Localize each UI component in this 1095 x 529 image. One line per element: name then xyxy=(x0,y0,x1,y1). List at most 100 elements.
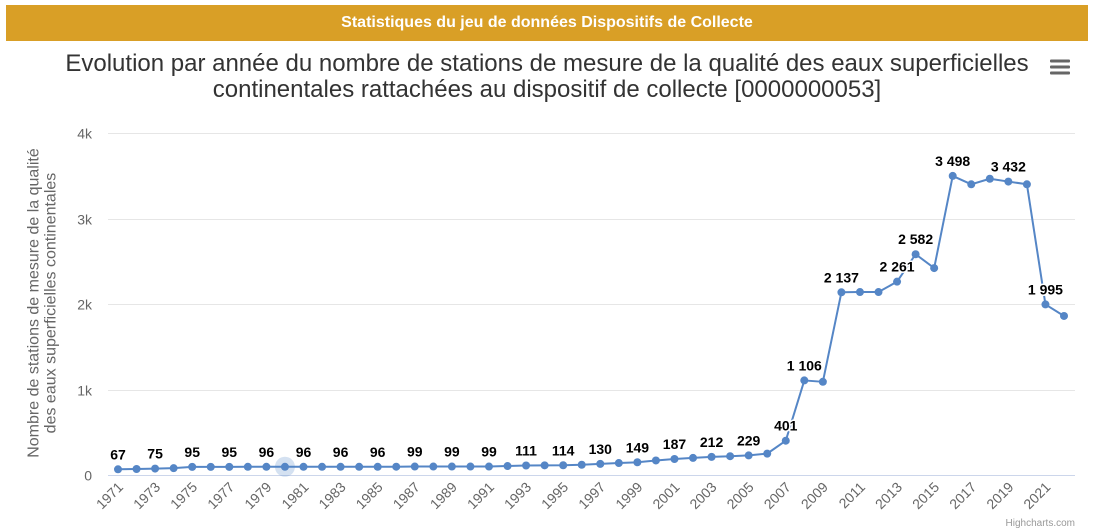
x-tick-label: 1987 xyxy=(390,479,423,512)
y-tick-label: 2k xyxy=(77,297,93,313)
data-label: 99 xyxy=(481,444,497,460)
data-label: 75 xyxy=(147,446,163,462)
x-tick-label: 2021 xyxy=(1020,479,1053,512)
x-tick-label: 1995 xyxy=(538,479,571,512)
data-point[interactable] xyxy=(948,171,957,180)
x-tick-label: 1975 xyxy=(167,479,200,512)
data-label: 99 xyxy=(407,444,423,460)
x-tick-label: 2005 xyxy=(723,479,756,512)
data-point[interactable] xyxy=(651,456,660,465)
data-point[interactable] xyxy=(466,462,475,471)
data-point[interactable] xyxy=(689,453,698,462)
data-point[interactable] xyxy=(243,462,252,471)
data-point[interactable] xyxy=(707,452,716,461)
data-point[interactable] xyxy=(373,462,382,471)
y-tick-label: 1k xyxy=(77,383,93,399)
data-point[interactable] xyxy=(355,462,364,471)
x-tick-label: 2013 xyxy=(872,479,905,512)
y-tick-label: 4k xyxy=(77,126,93,142)
data-label: 149 xyxy=(626,439,650,455)
data-point[interactable] xyxy=(392,462,401,471)
data-label: 229 xyxy=(737,432,761,448)
x-tick-label: 1991 xyxy=(464,479,497,512)
x-tick-label: 2007 xyxy=(761,479,794,512)
data-point[interactable] xyxy=(837,288,846,297)
x-tick-label: 1971 xyxy=(93,479,126,512)
data-point[interactable] xyxy=(336,462,345,471)
x-tick-label: 1997 xyxy=(575,479,608,512)
data-point[interactable] xyxy=(744,451,753,460)
data-label: 95 xyxy=(222,444,238,460)
data-point[interactable] xyxy=(447,462,456,471)
data-point[interactable] xyxy=(114,465,122,474)
y-tick-label: 3k xyxy=(77,212,93,228)
data-point[interactable] xyxy=(596,459,605,468)
data-point[interactable] xyxy=(633,458,642,467)
x-tick-label: 2015 xyxy=(909,479,942,512)
data-point[interactable] xyxy=(1041,300,1050,309)
data-point[interactable] xyxy=(429,462,438,471)
data-point[interactable] xyxy=(985,174,994,183)
data-point[interactable] xyxy=(206,462,215,471)
data-point[interactable] xyxy=(280,462,289,471)
data-point[interactable] xyxy=(503,462,512,471)
x-tick-label: 1985 xyxy=(352,479,385,512)
data-point[interactable] xyxy=(132,465,141,474)
data-point[interactable] xyxy=(559,461,568,470)
x-tick-label: 2003 xyxy=(686,479,719,512)
x-tick-label: 1981 xyxy=(278,479,311,512)
data-point[interactable] xyxy=(818,377,827,386)
data-label: 99 xyxy=(444,444,460,460)
data-label: 2 582 xyxy=(898,231,933,247)
data-label: 1 995 xyxy=(1028,281,1063,297)
data-point[interactable] xyxy=(484,462,493,471)
data-label: 130 xyxy=(589,441,613,457)
data-point[interactable] xyxy=(763,449,772,458)
x-tick-label: 2001 xyxy=(649,479,682,512)
highcharts-credits-link[interactable]: Highcharts.com xyxy=(1006,518,1075,529)
x-tick-label: 1993 xyxy=(501,479,534,512)
data-point[interactable] xyxy=(614,459,623,468)
data-point[interactable] xyxy=(670,455,679,464)
x-tick-label: 1989 xyxy=(427,479,460,512)
y-tick-label: 0 xyxy=(84,468,92,484)
data-point[interactable] xyxy=(726,452,735,461)
data-label: 1 106 xyxy=(787,357,822,373)
data-point[interactable] xyxy=(1060,311,1068,320)
x-tick-label: 2011 xyxy=(835,479,868,512)
x-tick-label: 2019 xyxy=(983,479,1016,512)
data-point[interactable] xyxy=(410,462,419,471)
header-title: Statistiques du jeu de données Dispositi… xyxy=(341,14,753,31)
data-point[interactable] xyxy=(540,461,549,470)
data-point[interactable] xyxy=(318,462,327,471)
data-label: 2 261 xyxy=(880,259,915,275)
data-point[interactable] xyxy=(781,436,790,445)
data-label: 96 xyxy=(370,444,386,460)
data-point[interactable] xyxy=(188,462,197,471)
data-point[interactable] xyxy=(911,250,920,259)
data-point[interactable] xyxy=(967,180,976,189)
data-point[interactable] xyxy=(577,460,586,469)
chart-title: Evolution par année du nombre de station… xyxy=(65,50,1029,103)
data-point[interactable] xyxy=(893,277,902,286)
data-point[interactable] xyxy=(855,288,864,297)
data-point[interactable] xyxy=(874,288,883,297)
data-label: 96 xyxy=(333,444,349,460)
data-label: 96 xyxy=(296,444,312,460)
data-point[interactable] xyxy=(225,462,234,471)
y-gridlines xyxy=(108,133,1075,476)
chart-context-menu-button[interactable] xyxy=(1049,58,1071,76)
data-point[interactable] xyxy=(1022,180,1031,189)
data-point[interactable] xyxy=(151,464,160,473)
data-label: 95 xyxy=(184,444,200,460)
data-point[interactable] xyxy=(169,464,178,473)
data-label: 401 xyxy=(774,418,798,434)
data-point[interactable] xyxy=(930,264,939,273)
data-point[interactable] xyxy=(800,376,809,385)
data-point[interactable] xyxy=(522,461,531,470)
data-point[interactable] xyxy=(299,462,308,471)
data-point[interactable] xyxy=(262,462,271,471)
data-label: 212 xyxy=(700,434,724,450)
data-point[interactable] xyxy=(1004,177,1013,186)
